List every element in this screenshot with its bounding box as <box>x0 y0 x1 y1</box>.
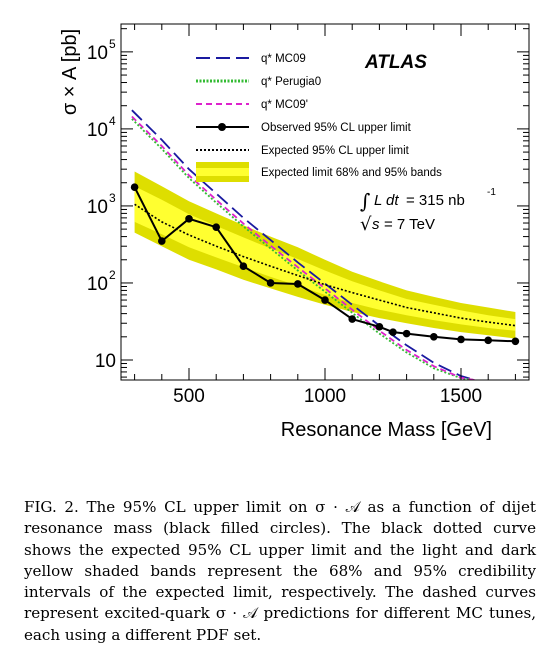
y-tick-exponent: 4 <box>109 114 116 128</box>
luminosity-exponent: -1 <box>487 187 496 198</box>
legend-label: Observed 95% CL upper limit <box>261 122 412 134</box>
observed-point <box>239 262 248 271</box>
y-tick-label: 10 <box>87 120 108 141</box>
y-tick-label: 10 <box>87 274 108 295</box>
observed-point <box>430 333 438 341</box>
legend-label: Expected 95% CL upper limit <box>261 145 410 157</box>
observed-point <box>185 215 193 223</box>
legend-marker <box>218 123 226 131</box>
observed-point <box>402 329 411 338</box>
x-tick-label: 1500 <box>440 386 482 407</box>
observed-point <box>457 335 465 344</box>
legend-label: q* MC09 <box>261 53 306 65</box>
figure-caption: FIG. 2. The 95% CL upper limit on σ · 𝒜 … <box>24 498 536 644</box>
legend-entry: q* Perugia0 <box>196 76 321 88</box>
legend-band-inner <box>196 168 249 176</box>
y-tick-exponent: 2 <box>109 268 116 282</box>
observed-point <box>266 279 275 287</box>
y-tick-exponent: 5 <box>109 37 116 51</box>
luminosity-dt: dt <box>386 192 399 209</box>
x-axis-label: Resonance Mass [GeV] <box>281 419 492 441</box>
expected-limit-bands <box>134 171 516 339</box>
observed-point <box>212 223 220 231</box>
legend-label: q* MC09' <box>261 99 308 111</box>
legend-entry: q* MC09 <box>196 53 306 65</box>
observed-point <box>484 336 493 345</box>
x-tick-label: 500 <box>173 386 205 407</box>
y-tick-label: 10 <box>87 197 108 218</box>
series-observed-95-cl-upper-limit <box>133 186 516 343</box>
luminosity-symbol: L <box>374 192 382 209</box>
luminosity-value: = 315 nb <box>406 192 465 209</box>
legend: q* MC09 q* Perugia0 q* MC09' Observed 95% C… <box>196 53 442 182</box>
integral-sign: ∫ <box>360 189 370 213</box>
y-axis-label: σ × A [pb] <box>59 29 81 115</box>
luminosity-label: ∫ L dt = 315 nb -1 <box>360 187 496 213</box>
sqrt-sign: √ <box>360 214 372 235</box>
series-q-mc09 <box>131 115 475 380</box>
band-68-percent <box>134 186 516 331</box>
y-tick-label: 10 <box>95 351 116 372</box>
observed-point <box>375 322 384 331</box>
experiment-label: ATLAS <box>364 52 427 73</box>
series-layer <box>131 109 516 380</box>
band-95-percent <box>134 171 516 339</box>
energy-value: = 7 TeV <box>384 216 435 233</box>
observed-point <box>130 183 139 192</box>
observed-markers <box>130 183 520 346</box>
legend-entry: Expected limit 68% and 95% bands <box>196 162 442 182</box>
observed-point <box>321 296 329 304</box>
legend-entry: Observed 95% CL upper limit <box>196 122 412 134</box>
y-tick-exponent: 3 <box>109 191 116 205</box>
energy-label: √ s = 7 TeV <box>360 214 435 235</box>
series-expected-95-cl-upper-limit <box>134 203 516 327</box>
legend-label: q* Perugia0 <box>261 76 321 88</box>
observed-point <box>389 328 397 336</box>
observed-point <box>511 337 520 346</box>
series-q-mc09 <box>131 109 475 380</box>
observed-point <box>158 237 166 245</box>
legend-entry: Expected 95% CL upper limit <box>196 145 410 157</box>
observed-point <box>294 280 302 288</box>
observed-point <box>348 315 357 323</box>
x-tick-label: 1000 <box>304 386 346 407</box>
series-q-perugia0 <box>131 118 475 380</box>
y-tick-label: 10 <box>87 43 108 64</box>
energy-s: s <box>372 216 380 233</box>
legend-label: Expected limit 68% and 95% bands <box>261 167 442 179</box>
legend-entry: q* MC09' <box>196 99 308 111</box>
